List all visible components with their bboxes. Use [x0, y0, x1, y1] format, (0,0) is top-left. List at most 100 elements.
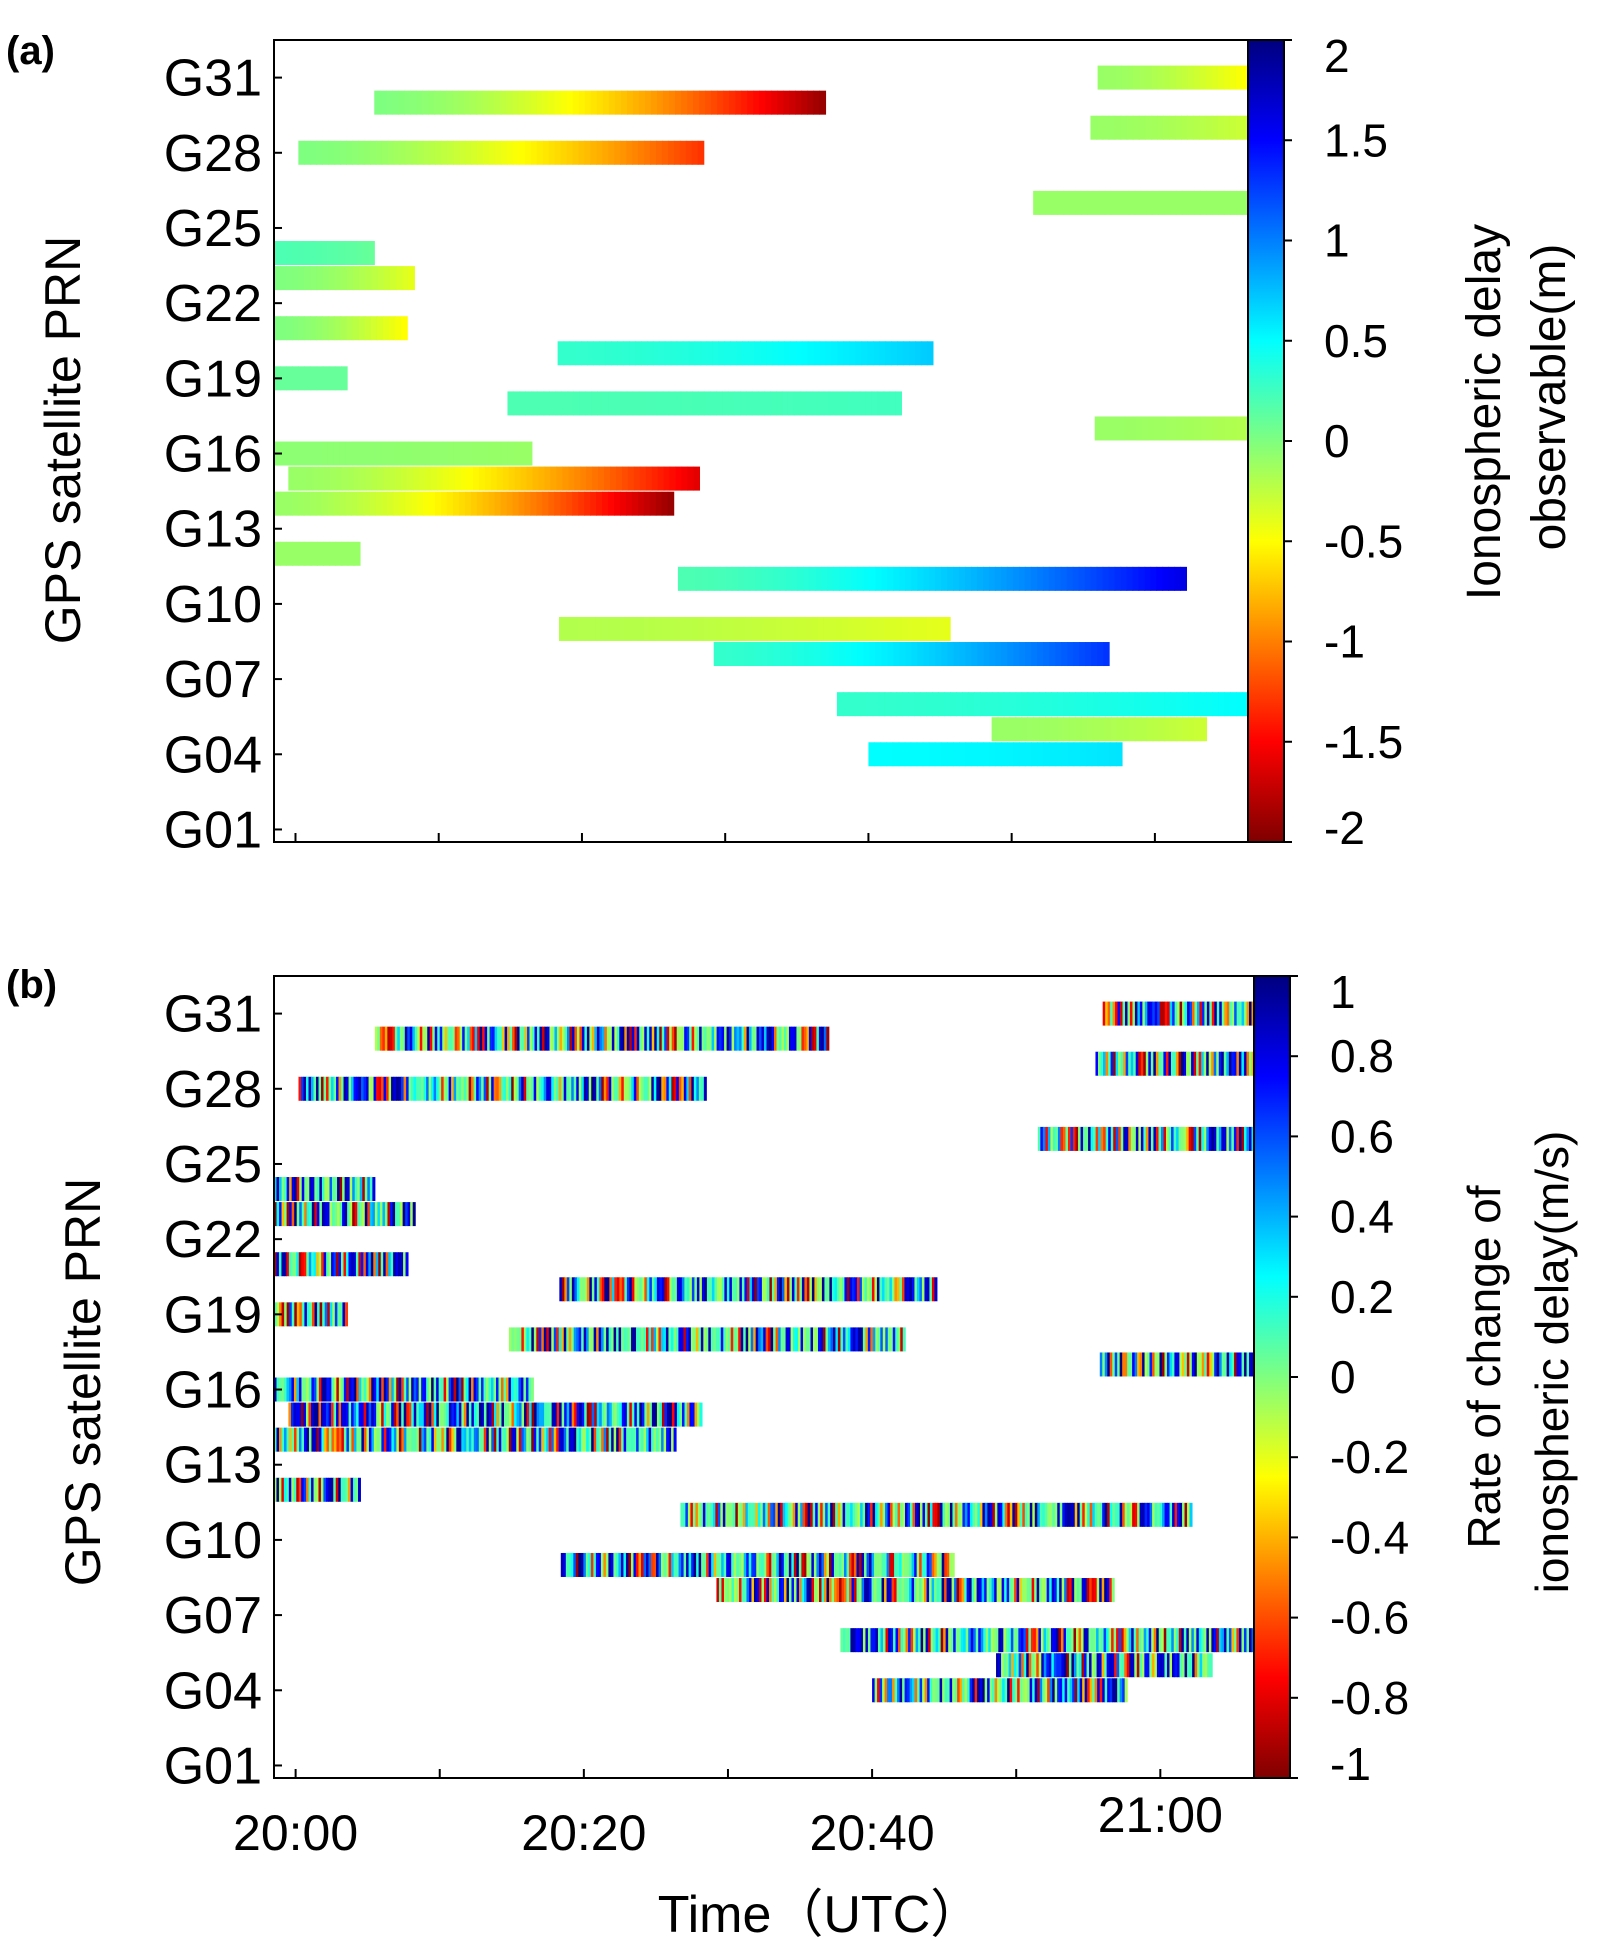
track-segment	[917, 566, 924, 591]
track-segment	[395, 1202, 399, 1227]
track-segment	[541, 1327, 545, 1352]
track-segment	[513, 1076, 517, 1101]
track-segment	[1241, 1352, 1245, 1377]
track-segment	[589, 1402, 593, 1427]
track-segment	[369, 491, 376, 516]
track-segment	[812, 1502, 816, 1527]
track-segment	[428, 1076, 432, 1101]
track-segment	[984, 1578, 988, 1603]
track-segment	[939, 1552, 943, 1577]
track-segment	[451, 1377, 455, 1402]
track-segment	[424, 1026, 428, 1051]
track-segment	[370, 316, 378, 341]
track-segment	[473, 1377, 477, 1402]
track-segment	[1097, 1678, 1101, 1703]
track-segment	[936, 1552, 940, 1577]
y-tick-label: G25	[164, 200, 262, 258]
track-segment	[641, 1327, 645, 1352]
track-segment	[1197, 1653, 1201, 1678]
panel-a-colorbar-label-line1: Ionospheric delay	[1458, 224, 1511, 600]
track-segment	[924, 1552, 928, 1577]
track-segment	[761, 1578, 765, 1603]
track-segment	[381, 1076, 385, 1101]
track-segment	[618, 1327, 622, 1352]
track-segment	[912, 1502, 916, 1527]
track-segment	[916, 1277, 920, 1302]
track-segment	[393, 441, 401, 466]
track-segment	[744, 1277, 748, 1302]
track-segment	[1074, 190, 1082, 215]
track-segment	[711, 1552, 715, 1577]
track-segment	[701, 1076, 705, 1101]
track-segment	[1114, 1352, 1118, 1377]
track-segment	[991, 717, 999, 742]
track-segment	[1183, 1126, 1187, 1151]
track-segment	[333, 1377, 337, 1402]
track-segment	[326, 1402, 330, 1427]
track-segment	[1189, 416, 1196, 441]
track-segment	[865, 1327, 869, 1352]
track-segment	[1223, 1628, 1227, 1653]
track-segment	[1066, 566, 1074, 591]
track-segment	[1175, 1051, 1180, 1076]
track-segment	[544, 466, 552, 491]
track-segment	[482, 90, 490, 115]
track-segment	[1114, 566, 1122, 591]
track-segment	[1233, 1628, 1237, 1653]
track-segment	[334, 140, 341, 165]
track-segment	[783, 341, 791, 366]
track-segment	[1134, 692, 1142, 717]
track-segment	[401, 1076, 405, 1101]
track-segment	[1132, 1001, 1136, 1026]
track-segment	[303, 441, 311, 466]
track-segment	[469, 1026, 473, 1051]
track-segment	[931, 1552, 935, 1577]
track-segment	[391, 1076, 395, 1101]
track-segment	[1184, 1001, 1188, 1026]
track-segment	[593, 1327, 597, 1352]
track-segment	[1035, 1628, 1039, 1653]
track-segment	[375, 441, 383, 466]
track-segment	[684, 1026, 688, 1051]
track-segment	[551, 1327, 555, 1352]
track-segment	[411, 1377, 415, 1402]
panel-b-colorbar	[1253, 975, 1291, 1779]
track-segment	[654, 1277, 658, 1302]
track-segment	[860, 1327, 864, 1352]
track-segment	[673, 1552, 677, 1577]
track-segment	[368, 1402, 372, 1427]
track-segment	[1132, 566, 1140, 591]
track-segment	[859, 1277, 863, 1302]
track-segment	[581, 1427, 585, 1452]
track-segment	[438, 1402, 442, 1427]
track-segment	[1143, 1051, 1147, 1076]
track-segment	[952, 742, 960, 767]
track-segment	[924, 1502, 928, 1527]
track-segment	[1201, 1051, 1205, 1076]
track-segment	[970, 1628, 974, 1653]
track-segment	[1118, 1051, 1122, 1076]
track-segment	[353, 541, 361, 566]
track-segment	[614, 1402, 618, 1427]
track-segment	[1092, 1502, 1096, 1527]
track-segment	[867, 1502, 871, 1527]
track-segment	[583, 1076, 587, 1101]
track-segment	[1131, 1628, 1135, 1653]
track-segment	[1214, 1001, 1218, 1026]
track-segment	[879, 1552, 883, 1577]
track-segment	[561, 1427, 565, 1452]
track-segment	[566, 1076, 570, 1101]
track-segment	[1077, 1678, 1081, 1703]
track-segment	[551, 1427, 555, 1452]
track-segment	[608, 1076, 612, 1101]
track-segment	[707, 566, 715, 591]
track-segment	[1055, 1628, 1059, 1653]
track-segment	[1040, 1126, 1044, 1151]
y-tick-label: G22	[164, 1211, 262, 1269]
track-segment	[1123, 1126, 1127, 1151]
track-segment	[907, 1678, 911, 1703]
track-segment	[1151, 1628, 1155, 1653]
track-segment	[1231, 1051, 1235, 1076]
track-segment	[965, 1628, 969, 1653]
